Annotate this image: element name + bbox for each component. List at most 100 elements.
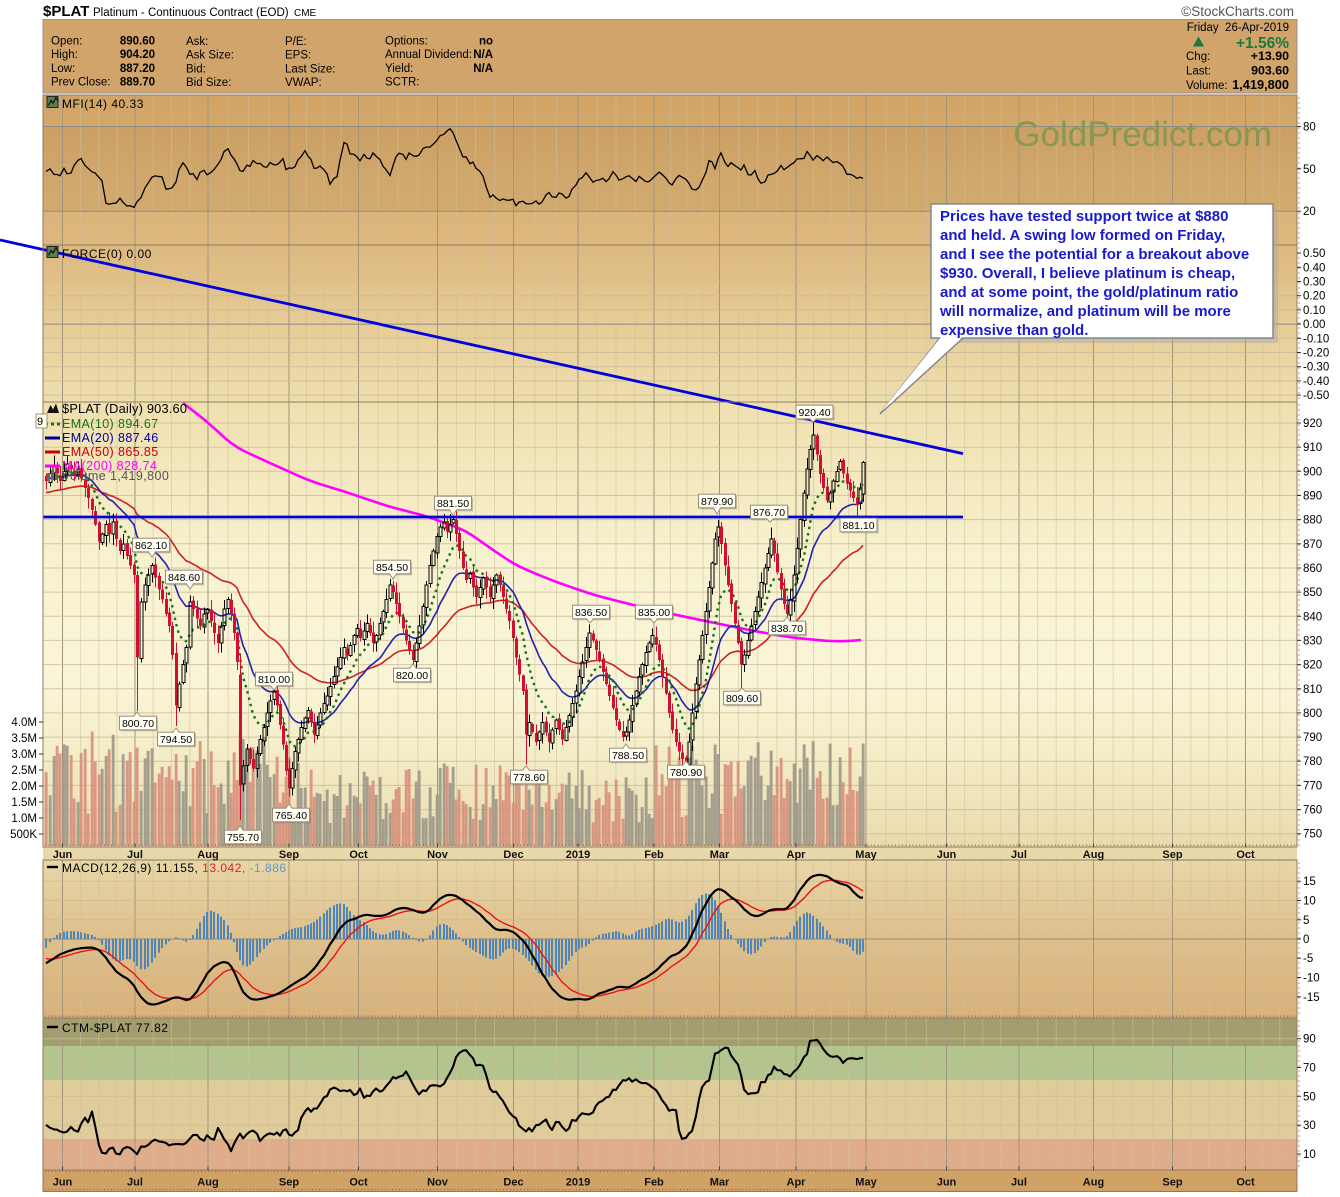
svg-text:EPS:: EPS: [285,50,311,62]
svg-text:Ask:: Ask: [186,36,208,48]
svg-text:90: 90 [1303,1034,1316,1046]
svg-text:765.40: 765.40 [275,810,307,822]
svg-text:920: 920 [1303,418,1322,430]
svg-text:876.70: 876.70 [753,507,785,519]
svg-text:FORCE(0) 0.00: FORCE(0) 0.00 [62,247,152,261]
svg-text:Oct: Oct [1236,849,1255,861]
svg-text:10: 10 [1303,1149,1316,1161]
svg-text:800: 800 [1303,708,1322,720]
svg-text:-0.50: -0.50 [1303,390,1329,402]
svg-text:Jun: Jun [937,849,957,861]
svg-text:©StockCharts.com: ©StockCharts.com [1181,4,1294,19]
svg-text:80: 80 [1303,122,1316,134]
svg-text:800.70: 800.70 [122,718,154,730]
svg-text:Jun: Jun [53,1177,73,1189]
svg-text:810: 810 [1303,684,1322,696]
svg-text:GoldPredict.com: GoldPredict.com [1013,115,1272,154]
svg-text:50: 50 [1303,1091,1316,1103]
svg-text:5: 5 [1303,915,1309,927]
svg-text:860: 860 [1303,563,1322,575]
svg-text:Jul: Jul [1011,849,1027,861]
svg-text:-0.40: -0.40 [1303,376,1329,388]
svg-text:Last:: Last: [1186,65,1211,77]
svg-text:Annual Dividend:: Annual Dividend: [385,49,472,61]
svg-text:9: 9 [37,416,43,428]
svg-text:MACD(12,26,9) 11.155, 13.042,: MACD(12,26,9) 11.155, 13.042, -1.886 [62,861,287,875]
svg-text:1.0M: 1.0M [11,813,37,825]
svg-text:780.90: 780.90 [670,767,702,779]
svg-text:755.70: 755.70 [227,832,259,844]
svg-text:-0.30: -0.30 [1303,362,1329,374]
svg-text:MA(200) 828.74: MA(200) 828.74 [62,459,157,473]
svg-text:0.00: 0.00 [1303,319,1325,331]
svg-text:30: 30 [1303,1120,1316,1132]
svg-text:-10: -10 [1303,973,1320,985]
svg-text:Sep: Sep [1162,1177,1182,1189]
svg-text:2019: 2019 [566,849,590,861]
svg-text:no: no [479,36,493,48]
svg-text:Feb: Feb [644,849,664,861]
svg-text:Mar: Mar [710,849,730,861]
svg-text:Aug: Aug [1083,849,1104,861]
svg-text:70: 70 [1303,1063,1316,1075]
svg-text:Aug: Aug [1083,1177,1104,1189]
svg-text:expensive than gold.: expensive than gold. [940,322,1088,339]
svg-text:Prev Close:: Prev Close: [51,77,110,89]
svg-text:Volume 1,419,800: Volume 1,419,800 [62,469,169,483]
svg-text:Oct: Oct [349,1177,368,1189]
svg-text:Oct: Oct [1236,1177,1255,1189]
svg-text:Open:: Open: [51,36,82,48]
svg-text:50: 50 [1303,164,1316,176]
svg-text:854.50: 854.50 [376,562,408,574]
svg-text:850: 850 [1303,587,1322,599]
svg-text:820: 820 [1303,660,1322,672]
svg-text:1.5M: 1.5M [11,797,37,809]
svg-text:Oct: Oct [349,849,368,861]
svg-text:Apr: Apr [787,1177,807,1189]
svg-text:794.50: 794.50 [160,734,192,746]
svg-text:MFI(14) 40.33: MFI(14) 40.33 [62,97,144,111]
svg-text:0.50: 0.50 [1303,248,1325,260]
svg-text:0.20: 0.20 [1303,291,1325,303]
svg-text:788.50: 788.50 [612,750,644,762]
svg-text:Chg:: Chg: [1186,51,1210,63]
svg-text:CTM-$PLAT 77.82: CTM-$PLAT 77.82 [62,1021,168,1035]
svg-text:920.40: 920.40 [798,407,830,419]
svg-text:N/A: N/A [473,63,493,75]
svg-text:20: 20 [1303,206,1316,218]
svg-text:836.50: 836.50 [575,607,607,619]
svg-text:P/E:: P/E: [285,36,307,48]
svg-text:EMA(10) 894.67: EMA(10) 894.67 [62,417,159,431]
svg-text:VWAP:: VWAP: [285,77,322,89]
svg-text:840: 840 [1303,611,1322,623]
svg-text:-0.20: -0.20 [1303,348,1329,360]
svg-text:879.90: 879.90 [701,496,733,508]
svg-text:848.60: 848.60 [168,572,200,584]
svg-text:Sep: Sep [1162,849,1182,861]
svg-text:and I see the potential for a: and I see the potential for a breakout a… [940,246,1249,263]
svg-text:760: 760 [1303,805,1322,817]
svg-text:-15: -15 [1303,992,1320,1004]
svg-text:3.5M: 3.5M [11,733,37,745]
svg-text:$PLAT (Daily) 903.60: $PLAT (Daily) 903.60 [62,401,187,416]
svg-text:and at some point, the gold/pl: and at some point, the gold/platinum rat… [940,284,1238,301]
svg-text:Friday 26-Apr-2019: Friday 26-Apr-2019 [1187,22,1289,34]
svg-text:Bid:: Bid: [186,63,206,75]
svg-text:Prices have tested support twi: Prices have tested support twice at $880 [940,208,1228,225]
svg-text:838.70: 838.70 [771,623,803,635]
svg-text:will normalize, and platinum w: will normalize, and platinum will be mor… [939,303,1231,320]
svg-text:Yield:: Yield: [385,63,413,75]
svg-text:Sep: Sep [279,849,299,861]
svg-text:Dec: Dec [503,849,523,861]
svg-text:881.50: 881.50 [437,498,469,510]
svg-text:$PLAT: $PLAT [43,3,89,20]
svg-text:SCTR:: SCTR: [385,77,420,89]
svg-text:Ask Size:: Ask Size: [186,50,234,62]
svg-text:0: 0 [1303,934,1309,946]
svg-text:Last Size:: Last Size: [285,63,336,75]
svg-text:May: May [855,849,877,861]
svg-text:CME: CME [294,8,317,19]
svg-text:Nov: Nov [427,1177,449,1189]
svg-text:2.5M: 2.5M [11,765,37,777]
svg-text:810.00: 810.00 [258,674,290,686]
